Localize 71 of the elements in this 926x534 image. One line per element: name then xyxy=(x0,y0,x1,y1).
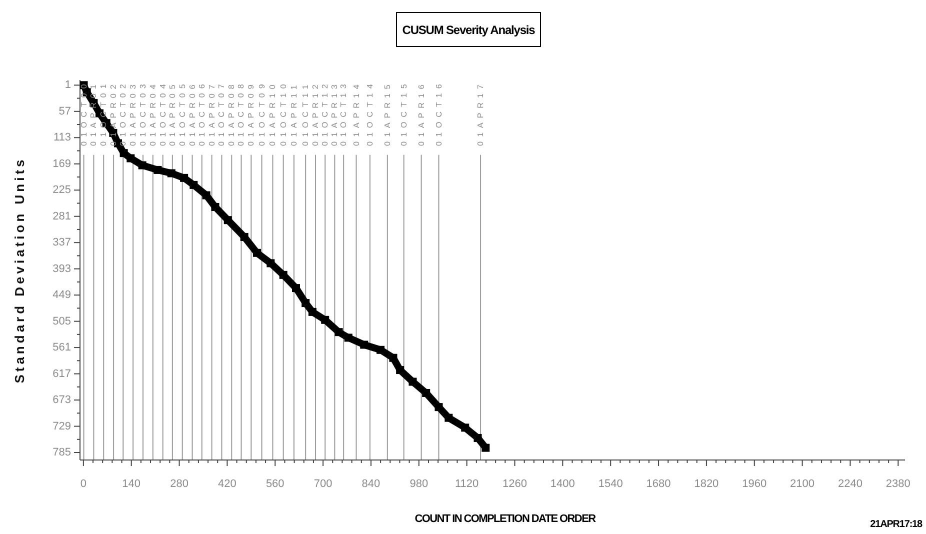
ref-line-label: 01OCT03 xyxy=(138,80,148,146)
ref-line-label: 01OCT13 xyxy=(339,80,348,146)
ref-line-label: 01OCT09 xyxy=(257,80,266,146)
ref-line-label: 01OCT02 xyxy=(118,80,128,146)
y-tick-label: 561 xyxy=(52,342,71,354)
x-tick-label: 560 xyxy=(266,478,284,490)
ref-line-label: 01APR07 xyxy=(207,80,216,146)
x-tick-label: 1540 xyxy=(598,478,623,490)
y-tick-label: 113 xyxy=(53,132,71,144)
ref-line-label: 01APR16 xyxy=(416,80,426,146)
x-tick-label: 2240 xyxy=(838,478,862,490)
x-tick-label: 700 xyxy=(314,478,332,490)
text: 21APR17:18 xyxy=(870,519,922,530)
x-tick-label: 0 xyxy=(80,478,86,490)
ref-line-label: 01APR02 xyxy=(109,80,118,146)
x-axis-title: COUNT IN COMPLETION DATE ORDER xyxy=(414,513,597,525)
ref-line-label: 01APR10 xyxy=(268,80,278,146)
x-tick-label: 420 xyxy=(218,478,236,490)
ref-line-label: 01APR08 xyxy=(227,80,236,146)
ref-line-label: 01OCT12 xyxy=(320,80,330,146)
x-tick-label: 840 xyxy=(362,478,380,490)
x-tick-label: 140 xyxy=(122,478,141,490)
ref-line-label: 01APR14 xyxy=(352,80,361,146)
ref-line-label: 01OCT14 xyxy=(365,80,374,146)
ref-line-label: 01OCT05 xyxy=(178,80,187,146)
y-tick-label: 449 xyxy=(52,289,71,302)
ref-line-label: 01OCT06 xyxy=(197,80,206,146)
ref-line-label: 01OCT04 xyxy=(158,80,168,146)
y-tick-label: 617 xyxy=(52,368,71,380)
y-tick-label: 673 xyxy=(52,394,71,406)
x-tick-label: 1960 xyxy=(742,478,767,490)
ref-line-label: 01APR03 xyxy=(128,80,138,146)
ref-line-label: 01OCT15 xyxy=(399,80,408,146)
x-tick-label: 280 xyxy=(170,478,188,490)
y-tick-label: 169 xyxy=(52,158,71,170)
y-axis-title: Standard Deviation Units xyxy=(11,156,28,386)
x-tick-label: 1260 xyxy=(502,478,527,490)
ref-line-label: 01APR15 xyxy=(382,80,392,146)
ref-line-label: 01OCT16 xyxy=(434,80,444,146)
y-tick-label: 729 xyxy=(52,420,71,432)
ref-line-label: 01OCT00 xyxy=(79,80,88,146)
ref-line-label: 01APR13 xyxy=(330,80,340,146)
y-tick-label: 393 xyxy=(52,262,71,275)
ref-line-label: 01APR05 xyxy=(168,80,177,146)
y-tick-label: 281 xyxy=(52,210,71,222)
y-tick-label: 785 xyxy=(52,446,71,459)
y-tick-label: 57 xyxy=(58,105,71,118)
x-tick-label: 980 xyxy=(410,478,428,490)
ref-line-label: 01OCT01 xyxy=(99,80,108,146)
x-tick-label: 2100 xyxy=(790,478,815,490)
x-tick-label: 1820 xyxy=(694,478,719,490)
y-tick-label: 337 xyxy=(52,236,71,249)
chart-title: CUSUM Severity Analysis xyxy=(396,12,541,47)
y-tick-label: 505 xyxy=(52,315,71,328)
ref-line-label: 01APR04 xyxy=(148,80,158,146)
ref-line-label: 01APR17 xyxy=(476,80,486,146)
ref-line-label: 01APR11 xyxy=(289,80,298,146)
x-tick-label: 1400 xyxy=(550,478,575,490)
ref-line-label: 01APR01 xyxy=(89,80,98,146)
x-tick-label: 1120 xyxy=(455,478,479,490)
ref-line-label: 01OCT10 xyxy=(278,80,288,146)
y-tick-label: 225 xyxy=(52,184,71,196)
ref-line-label: 01APR06 xyxy=(188,80,197,146)
y-tick-label: 1 xyxy=(64,79,71,92)
ref-line-label: 01APR09 xyxy=(246,80,256,146)
ref-line-label: 01OCT11 xyxy=(301,80,310,146)
ref-line-label: 01APR12 xyxy=(311,80,320,146)
ref-line-label: 01OCT08 xyxy=(236,80,246,146)
ref-line-label: 01OCT07 xyxy=(217,80,226,146)
x-tick-label: 1680 xyxy=(646,478,671,490)
x-tick-label: 2380 xyxy=(886,478,910,490)
